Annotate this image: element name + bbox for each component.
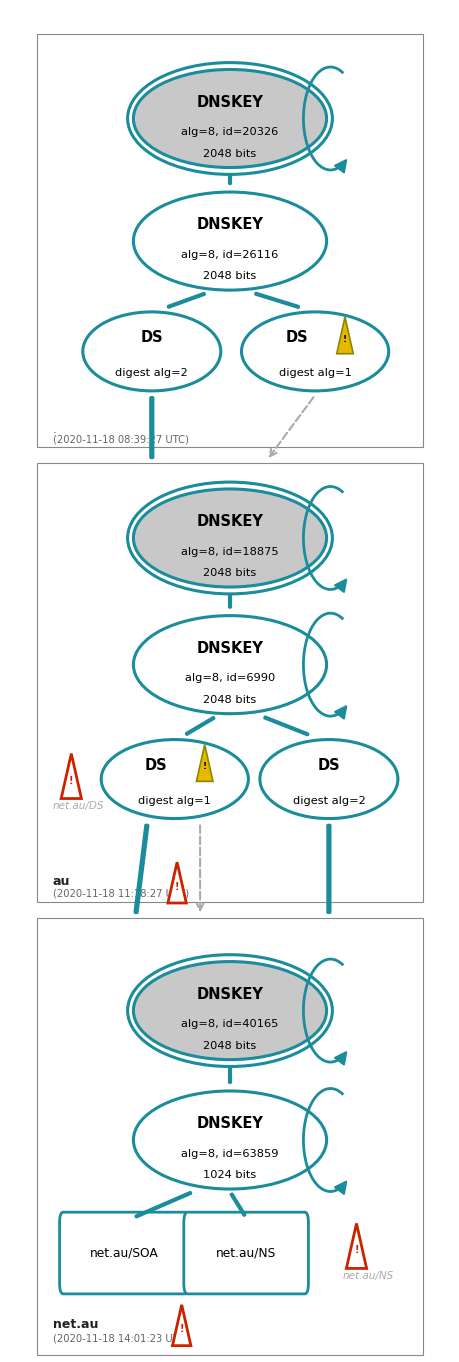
FancyBboxPatch shape bbox=[184, 1212, 308, 1294]
Ellipse shape bbox=[133, 962, 326, 1060]
Text: alg=8, id=63859: alg=8, id=63859 bbox=[181, 1148, 278, 1159]
Polygon shape bbox=[61, 753, 81, 798]
Text: DNSKEY: DNSKEY bbox=[196, 640, 263, 656]
FancyArrowPatch shape bbox=[334, 1182, 346, 1194]
Text: net.au: net.au bbox=[53, 1318, 98, 1331]
Text: (2020-11-18 08:39:27 UTC): (2020-11-18 08:39:27 UTC) bbox=[53, 434, 188, 444]
FancyArrowPatch shape bbox=[186, 718, 214, 734]
FancyArrowPatch shape bbox=[151, 398, 152, 458]
Text: !: ! bbox=[353, 1245, 358, 1256]
Text: (2020-11-18 11:18:27 UTC): (2020-11-18 11:18:27 UTC) bbox=[53, 888, 189, 898]
FancyArrowPatch shape bbox=[255, 293, 298, 308]
Ellipse shape bbox=[241, 312, 388, 391]
Text: !: ! bbox=[342, 335, 346, 343]
Text: alg=8, id=40165: alg=8, id=40165 bbox=[181, 1019, 278, 1030]
Text: 2048 bits: 2048 bits bbox=[203, 1041, 256, 1051]
Polygon shape bbox=[168, 862, 186, 903]
FancyArrowPatch shape bbox=[334, 707, 346, 719]
Text: net.au/DS: net.au/DS bbox=[53, 801, 104, 810]
FancyArrowPatch shape bbox=[230, 1193, 245, 1215]
Text: digest alg=2: digest alg=2 bbox=[292, 795, 364, 806]
Text: DS: DS bbox=[145, 757, 168, 774]
Ellipse shape bbox=[83, 312, 220, 391]
Bar bbox=[37, 918, 422, 1355]
FancyArrowPatch shape bbox=[334, 1053, 346, 1065]
Text: alg=8, id=6990: alg=8, id=6990 bbox=[185, 673, 274, 684]
FancyArrowPatch shape bbox=[264, 716, 307, 735]
Polygon shape bbox=[172, 1305, 190, 1346]
Ellipse shape bbox=[259, 740, 397, 819]
Text: DNSKEY: DNSKEY bbox=[196, 94, 263, 110]
FancyArrowPatch shape bbox=[334, 161, 346, 173]
Polygon shape bbox=[196, 745, 213, 782]
Text: alg=8, id=26116: alg=8, id=26116 bbox=[181, 249, 278, 260]
Ellipse shape bbox=[133, 69, 326, 168]
Ellipse shape bbox=[133, 1091, 326, 1189]
Text: net.au/SOA: net.au/SOA bbox=[90, 1246, 158, 1260]
Bar bbox=[37, 34, 422, 447]
Text: 2048 bits: 2048 bits bbox=[203, 271, 256, 282]
FancyArrowPatch shape bbox=[334, 580, 346, 592]
FancyArrowPatch shape bbox=[327, 825, 329, 913]
Text: digest alg=1: digest alg=1 bbox=[138, 795, 211, 806]
FancyArrowPatch shape bbox=[168, 293, 204, 308]
Text: DNSKEY: DNSKEY bbox=[196, 513, 263, 530]
FancyArrowPatch shape bbox=[229, 595, 230, 607]
FancyArrowPatch shape bbox=[135, 1192, 190, 1218]
Text: net.au/NS: net.au/NS bbox=[342, 1271, 393, 1280]
FancyArrowPatch shape bbox=[229, 1068, 230, 1083]
Polygon shape bbox=[336, 317, 353, 354]
Text: !: ! bbox=[202, 763, 206, 771]
Text: !: ! bbox=[69, 775, 73, 786]
Polygon shape bbox=[346, 1223, 366, 1268]
Ellipse shape bbox=[133, 192, 326, 290]
Text: au: au bbox=[53, 876, 70, 888]
FancyArrowPatch shape bbox=[229, 176, 230, 184]
Ellipse shape bbox=[133, 489, 326, 587]
Text: DS: DS bbox=[317, 757, 340, 774]
Text: digest alg=1: digest alg=1 bbox=[278, 368, 351, 379]
Text: digest alg=2: digest alg=2 bbox=[115, 368, 188, 379]
Ellipse shape bbox=[133, 616, 326, 714]
Text: alg=8, id=20326: alg=8, id=20326 bbox=[181, 127, 278, 138]
Text: DS: DS bbox=[285, 330, 308, 346]
Text: DNSKEY: DNSKEY bbox=[196, 1115, 263, 1132]
Text: 2048 bits: 2048 bits bbox=[203, 568, 256, 579]
Ellipse shape bbox=[101, 740, 248, 819]
Text: 2048 bits: 2048 bits bbox=[203, 148, 256, 159]
Bar bbox=[37, 463, 422, 902]
Text: DS: DS bbox=[140, 330, 163, 346]
Text: 1024 bits: 1024 bits bbox=[203, 1170, 256, 1181]
Text: .: . bbox=[53, 424, 56, 436]
FancyArrowPatch shape bbox=[135, 825, 147, 913]
Text: !: ! bbox=[179, 1324, 184, 1335]
Text: 2048 bits: 2048 bits bbox=[203, 695, 256, 706]
Text: (2020-11-18 14:01:23 UTC): (2020-11-18 14:01:23 UTC) bbox=[53, 1333, 188, 1343]
Text: DNSKEY: DNSKEY bbox=[196, 217, 263, 233]
Text: !: ! bbox=[174, 881, 179, 892]
Text: alg=8, id=18875: alg=8, id=18875 bbox=[181, 546, 278, 557]
Text: DNSKEY: DNSKEY bbox=[196, 986, 263, 1002]
FancyBboxPatch shape bbox=[60, 1212, 189, 1294]
Text: net.au/NS: net.au/NS bbox=[216, 1246, 275, 1260]
